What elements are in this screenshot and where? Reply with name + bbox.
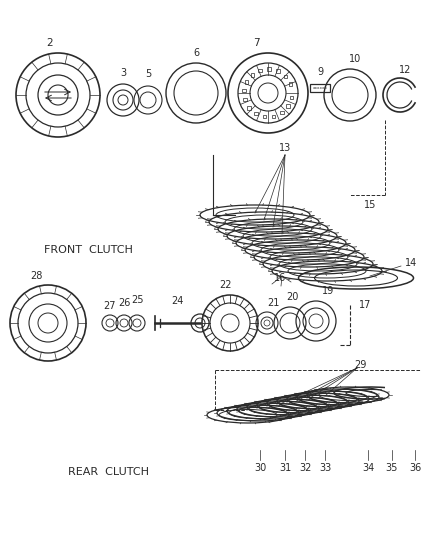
Text: 14: 14	[405, 258, 417, 268]
Text: 32: 32	[299, 463, 311, 473]
Text: 19: 19	[322, 286, 334, 296]
Bar	[242, 89, 246, 92]
Text: 6: 6	[193, 48, 199, 58]
Bar	[284, 75, 287, 78]
Text: 30: 30	[254, 463, 266, 473]
Text: 26: 26	[118, 298, 130, 308]
Text: 22: 22	[219, 280, 231, 290]
Text: 3: 3	[120, 68, 126, 78]
Text: 12: 12	[399, 65, 411, 75]
Bar	[258, 69, 262, 72]
Text: 33: 33	[319, 463, 331, 473]
Bar	[268, 67, 271, 71]
Text: 36: 36	[409, 463, 421, 473]
Text: 28: 28	[30, 271, 42, 281]
Text: 29: 29	[354, 360, 366, 370]
Text: 27: 27	[104, 301, 116, 311]
Text: 21: 21	[267, 298, 279, 308]
Text: 2: 2	[47, 38, 53, 48]
Bar	[243, 98, 247, 101]
Bar	[263, 115, 266, 118]
Bar	[245, 80, 248, 84]
Bar	[289, 82, 292, 86]
Text: 31: 31	[279, 463, 291, 473]
Text: 24: 24	[171, 296, 183, 306]
Text: REAR  CLUTCH: REAR CLUTCH	[67, 467, 148, 477]
Text: xxxxxx: xxxxxx	[312, 86, 328, 90]
Text: 5: 5	[145, 69, 151, 79]
Text: 25: 25	[131, 295, 143, 305]
Bar	[286, 104, 290, 108]
Bar	[254, 112, 258, 116]
Text: 9: 9	[317, 67, 323, 77]
Text: 15: 15	[364, 200, 376, 210]
Text: 34: 34	[362, 463, 374, 473]
Text: FRONT  CLUTCH: FRONT CLUTCH	[43, 245, 132, 255]
Bar	[276, 69, 280, 73]
Text: 10: 10	[349, 54, 361, 64]
Bar	[280, 111, 283, 115]
Text: 17: 17	[359, 300, 371, 310]
Text: 16: 16	[274, 273, 286, 283]
Bar	[251, 73, 254, 77]
Bar	[290, 96, 293, 100]
Text: 7: 7	[253, 38, 259, 48]
Bar	[272, 115, 276, 118]
Text: 35: 35	[386, 463, 398, 473]
Bar	[247, 106, 251, 109]
Text: 13: 13	[279, 143, 291, 153]
Text: 20: 20	[286, 292, 298, 302]
Bar	[310, 84, 330, 92]
